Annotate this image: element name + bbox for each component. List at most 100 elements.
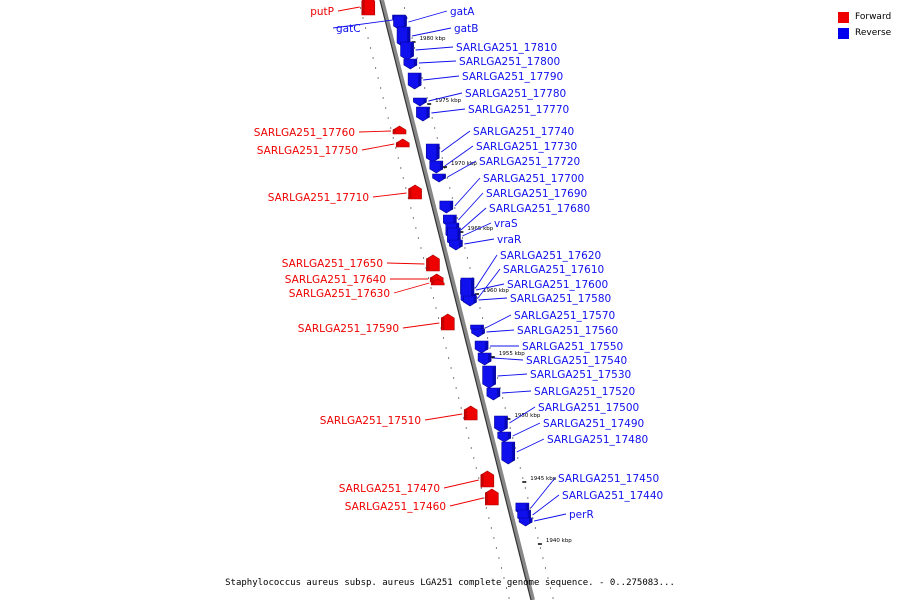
gene-leader-line: [485, 314, 512, 329]
gene-label: SARLGA251_17560: [517, 325, 618, 337]
gene-label: putP: [310, 6, 334, 18]
scale-tick: 1955 kbp: [490, 351, 525, 358]
gene-label: SARLGA251_17440: [562, 490, 663, 502]
gene-leader-line: [530, 477, 556, 509]
gene-feature-SARLGA251_17730: SARLGA251_17730: [429, 141, 577, 174]
gene-block-shade: [480, 474, 484, 486]
gene-feature-SARLGA251_17550: SARLGA251_17550: [474, 340, 623, 354]
gene-label: perR: [569, 509, 594, 521]
gene-block-shade: [407, 28, 411, 44]
gene-leader-line: [431, 108, 466, 114]
legend: Forward Reverse: [838, 9, 891, 41]
gene-block: [430, 278, 445, 286]
gene-block: [392, 125, 407, 135]
gene-block-shade: [426, 258, 430, 270]
gene-label: SARLGA251_17630: [289, 288, 390, 300]
gene-block-shade: [485, 492, 489, 504]
gene-label: SARLGA251_17750: [257, 145, 358, 157]
gene-label: SARLGA251_17790: [462, 71, 563, 83]
gene-feature-SARLGA251_17770: SARLGA251_17770: [416, 104, 569, 122]
gene-block-shade: [410, 43, 414, 57]
gene-block-shade: [511, 443, 515, 461]
gene-leader-line: [418, 60, 457, 64]
gene-block: [474, 340, 489, 354]
gene-leader-line: [460, 207, 487, 231]
scale-tick: 1980 kbp: [411, 36, 446, 43]
gene-label: SARLGA251_17700: [483, 173, 584, 185]
gene-block-shade: [480, 326, 484, 330]
gene-leader-line: [464, 238, 495, 245]
gene-block: [403, 58, 418, 70]
gene-block: [518, 517, 533, 527]
gene-block: [471, 328, 485, 338]
gene-block-shade: [426, 108, 430, 118]
gene-label: SARLGA251_17780: [465, 88, 566, 100]
gene-block-shade: [439, 162, 443, 170]
gene-block-shade: [464, 409, 468, 419]
gene-block: [439, 200, 454, 214]
legend-forward-label: Forward: [855, 12, 892, 22]
gene-feature-SARLGA251_17590: SARLGA251_17590: [298, 313, 455, 335]
gene-label: SARLGA251_17460: [345, 501, 446, 513]
gene-feature-SARLGA251_17510: SARLGA251_17510: [320, 405, 478, 427]
gene-block-shade: [470, 279, 474, 301]
gene-feature-SARLGA251_17710: SARLGA251_17710: [268, 184, 422, 204]
gene-feature-SARLGA251_17470: SARLGA251_17470: [339, 470, 495, 495]
gene-feature-SARLGA251_17630: SARLGA251_17630: [289, 278, 445, 300]
gene-label: SARLGA251_17510: [320, 415, 421, 427]
gene-leader-line: [497, 373, 528, 377]
gene-block-shade: [496, 389, 500, 397]
gene-label: SARLGA251_17680: [489, 203, 590, 215]
gene-leader-line: [447, 160, 477, 178]
reverse-swatch: [838, 27, 849, 39]
gene-label: SARLGA251_17800: [459, 56, 560, 68]
gene-block-shade: [459, 241, 463, 247]
gene-block-shade: [449, 202, 453, 210]
gene-block: [497, 431, 512, 443]
gene-label: vraR: [497, 234, 521, 246]
scale-tick-label: 1940 kbp: [546, 538, 572, 544]
gene-block: [482, 365, 496, 389]
gene-label: SARLGA251_17540: [526, 355, 627, 367]
gene-block-shade: [413, 60, 417, 66]
legend-reverse: Reverse: [838, 25, 891, 41]
scale-tick-label: 1955 kbp: [499, 351, 525, 357]
gene-label: SARLGA251_17760: [254, 127, 355, 139]
gene-label: gatC: [336, 23, 361, 35]
gene-leader-line: [402, 322, 440, 329]
gene-block-shade: [488, 354, 492, 362]
gene-feature-SARLGA251_17780: SARLGA251_17780: [413, 88, 566, 107]
gene-block-shade: [453, 216, 457, 224]
gene-leader-line: [449, 497, 484, 507]
gene-block-shade: [423, 99, 427, 103]
gene-label: SARLGA251_17550: [522, 341, 623, 353]
gene-label: SARLGA251_17530: [530, 369, 631, 381]
legend-reverse-label: Reverse: [855, 28, 892, 38]
gene-feature-SARLGA251_17740: SARLGA251_17740: [425, 126, 574, 163]
scale-tick-label: 1975 kbp: [435, 98, 461, 104]
gene-label: SARLGA251_17610: [503, 264, 604, 276]
backbone-line: [379, 0, 532, 600]
gene-leader-line: [458, 192, 484, 221]
scale-tick: 1940 kbp: [537, 538, 572, 545]
gene-label: SARLGA251_17450: [558, 473, 659, 485]
sequence-caption: Staphylococcus aureus subsp. aureus LGA2…: [225, 578, 675, 588]
gene-block-shade: [457, 229, 461, 243]
gene-feature-SARLGA251_17460: SARLGA251_17460: [345, 488, 499, 513]
gene-leader-line: [462, 222, 492, 237]
gene-block: [501, 441, 516, 465]
gene-leader-line: [408, 10, 448, 23]
gene-label: SARLGA251_17570: [514, 310, 615, 322]
gene-block: [486, 387, 501, 401]
gene-block-shade: [507, 433, 511, 439]
gene-leader-line: [478, 297, 508, 301]
legend-forward: Forward: [838, 9, 891, 25]
gene-feature-SARLGA251_17520: SARLGA251_17520: [486, 386, 635, 401]
gene-label: gatB: [454, 23, 478, 35]
gene-leader-line: [477, 268, 501, 299]
gene-leader-line: [443, 479, 479, 489]
gene-block: [425, 143, 440, 163]
gene-block-shade: [418, 74, 422, 86]
scale-tick-label: 1965 kbp: [467, 226, 493, 232]
